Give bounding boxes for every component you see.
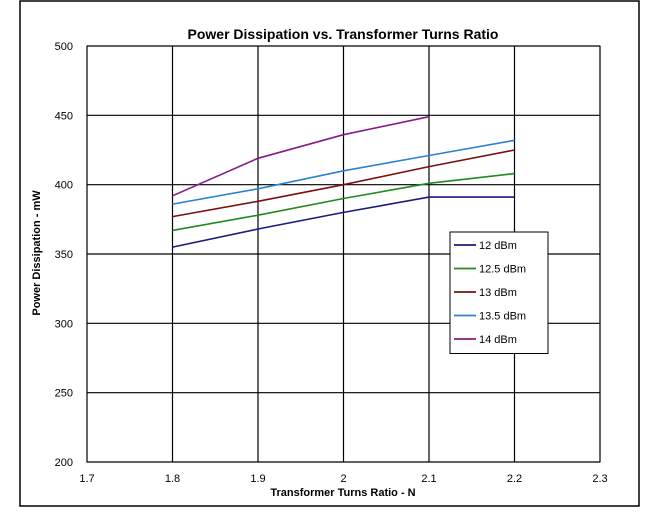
plot-area (86, 45, 601, 463)
y-tick-label: 450 (55, 110, 73, 122)
legend-label: 14 dBm (479, 334, 517, 346)
tick-labels: 1.7 1.8 1.9 2 2.1 2.2 2.3 200 250 300 350 400 450 500 (55, 41, 608, 485)
legend-label: 12.5 dBm (479, 264, 526, 276)
y-axis-label: Power Dissipation - mW (31, 190, 43, 316)
x-tick-label: 2 (340, 473, 346, 485)
legend-label: 13 dBm (479, 287, 517, 299)
y-tick-label: 300 (55, 318, 73, 330)
x-tick-label: 2.2 (507, 473, 522, 485)
x-tick-label: 2.3 (592, 473, 607, 485)
legend-label: 12 dBm (479, 240, 517, 252)
legend: 12 dBm 12.5 dBm 13 dBm 13.5 dBm 14 dBm (449, 231, 549, 354)
x-axis-label: Transformer Turns Ratio - N (270, 487, 415, 499)
y-tick-label: 350 (55, 249, 73, 261)
chart-title: Power Dissipation vs. Transformer Turns … (188, 26, 499, 42)
series-lines (172, 115, 515, 248)
legend-label: 13.5 dBm (479, 311, 526, 323)
x-tick-label: 1.9 (250, 473, 265, 485)
series-line (172, 149, 515, 218)
y-tick-label: 200 (55, 457, 73, 469)
x-tick-label: 1.8 (165, 473, 180, 485)
y-tick-label: 400 (55, 180, 73, 192)
series-line (172, 115, 430, 197)
x-tick-label: 1.7 (79, 473, 94, 485)
y-tick-label: 500 (55, 41, 73, 53)
x-tick-label: 2.1 (421, 473, 436, 485)
series-line (172, 139, 515, 205)
series-line (172, 172, 515, 232)
series-line (172, 196, 515, 248)
y-tick-label: 250 (55, 388, 73, 400)
